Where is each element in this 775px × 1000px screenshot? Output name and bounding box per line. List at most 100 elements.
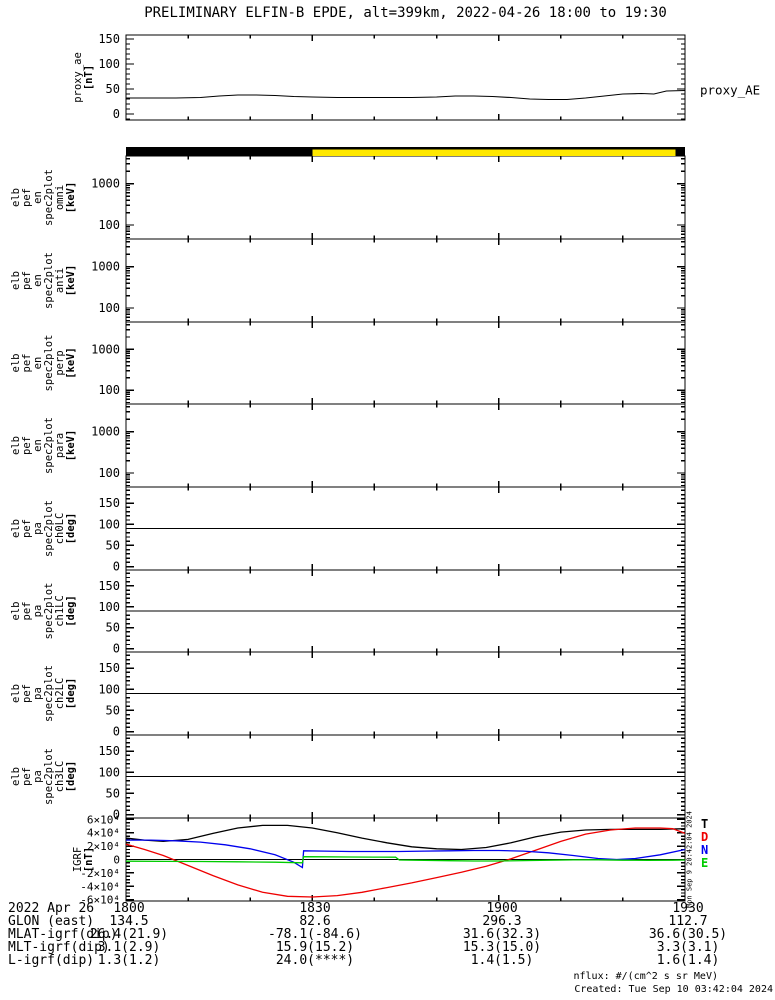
axis-label-pa_ch2lc: ch2LC [54,678,66,710]
ephemeris-cell: 1.6(1.4) [656,953,720,968]
axis-label-pa_ch0lc: elb [10,519,22,538]
ephemeris-cell: 26.4(21.9) [89,927,169,942]
panel-pa_ch3lc [125,734,686,819]
series-N [126,839,686,869]
axis-label-pa_ch2lc: pef [21,684,33,703]
ephemeris-cell: 134.5 [109,914,149,929]
panel-pa_ch1lc [125,569,686,653]
axis-label-igrf: IGRF [72,847,84,872]
y-tick-label: 50 [106,786,120,800]
panel-en_anti [125,238,686,323]
y-tick-label: 0 [113,107,120,121]
axis-label-pa_ch2lc: spec2plot [43,665,55,722]
y-tick-label: 150 [98,579,120,593]
y-tick-label: -6×10⁴ [80,894,120,907]
ephemeris-cell: 1830 [299,901,331,916]
axis-label-en_perp: [keV] [65,347,77,379]
axis-label-en_omni: [keV] [65,182,77,214]
ephemeris-cell: 3.1(2.9) [97,940,161,955]
ephemeris-cell: 82.6 [299,914,331,929]
axis-label-pa_ch3lc: pef [21,767,33,786]
axis-label-pa_ch2lc: [deg] [65,678,77,710]
axis-label-pa_ch3lc: elb [10,767,22,786]
y-tick-label: 6×10⁴ [87,813,120,826]
axis-label-en_perp: en [32,357,44,370]
axis-label-pa_ch2lc: elb [10,684,22,703]
y-tick-label: 150 [98,661,120,675]
ephemeris-cell: 1800 [113,901,145,916]
axis-label-pa_ch0lc: pef [21,519,33,538]
series-D [125,827,686,898]
ephemeris-cell: -78.1(-84.6) [268,927,362,942]
side-timestamp: Mon Sep 9 20:42:04 2024 [685,811,694,908]
axis-label-pa_ch0lc: spec2plot [43,500,55,557]
axis-label-pa_ch1lc: pef [21,602,33,621]
axis-label-pa_ch0lc: ch0LC [54,513,66,545]
axis-label-en_omni: en [32,191,44,204]
legend-letter-D: D [701,830,708,844]
data-series [125,89,686,898]
axis-label-en_anti: en [32,274,44,287]
ephemeris-row-label: MLT-igrf(dip) [8,940,110,955]
axis-label-en_para: elb [10,436,22,455]
bar-segment [312,149,676,156]
bar-segment [675,149,685,156]
y-tick-label: 1000 [91,260,120,274]
axis-label-en_para: spec2plot [43,417,55,474]
axis-label-en_para: para [54,433,66,458]
y-tick-label: 100 [98,383,120,397]
axis-label-en_perp: elb [10,354,22,373]
y-tick-label: 100 [98,517,120,531]
ephemeris-row-label: L-igrf(dip) [8,953,95,968]
bar-segment [126,149,313,156]
ephemeris-row-label: MLAT-igrf(dip) [8,927,118,942]
y-tick-label: 100 [98,301,120,315]
ephemeris-row-label: GLON (east) [8,914,95,929]
axis-label-en_anti: pef [21,271,33,290]
y-tick-label: 0 [113,725,120,739]
ephemeris-cell: 31.6(32.3) [462,927,542,942]
axis-label-en_para: en [32,439,44,452]
axis-label-pa_ch3lc: ch3LC [54,761,66,793]
y-tick-label: 100 [98,466,120,480]
panel-en_omni [125,155,686,240]
availability-bar [126,147,685,156]
axis-label-pa_ch2lc: pa [32,687,44,700]
y-tick-label: 150 [98,744,120,758]
y-tick-label: 0 [113,642,120,656]
y-tick-label: 1000 [91,342,120,356]
axis-label-pa_ch3lc: spec2plot [43,748,55,805]
axis-label-en_anti: anti [54,268,66,293]
ephemeris-cell: 1900 [486,901,518,916]
y-tick-label: 100 [98,600,120,614]
axis-label-pa_ch1lc: ch1LC [54,595,66,627]
axis-label-en_omni: spec2plot [43,169,55,226]
series-T [125,824,686,851]
y-tick-label: -2×10⁴ [80,867,120,880]
legend-letter-T: T [701,817,708,831]
ephemeris-cell: 296.3 [482,914,522,929]
axis-label-pa_ch3lc: pa [32,770,44,783]
axis-label-en_perp: perp [54,350,66,375]
y-tick-label: 50 [106,703,120,717]
series-proxy_AE [126,89,686,101]
y-tick-label: 100 [98,765,120,779]
y-tick-label: 2×10⁴ [87,840,120,853]
axis-label-en_anti: [keV] [65,265,77,297]
axis-label-pa_ch1lc: pa [32,605,44,618]
created-note: Created: Tue Sep 10 03:42:04 2024 [574,984,773,995]
ephemeris-cell: 112.7 [668,914,708,929]
axis-label-pa_ch1lc: spec2plot [43,583,55,640]
y-tick-label: 50 [106,621,120,635]
y-tick-label: 150 [98,496,120,510]
series-E [125,856,686,864]
availability-bar-topline [126,147,685,150]
axis-label-proxy_ae: proxy_ae [72,52,84,103]
flux-units-note: nflux: #/(cm^2 s sr MeV) [573,971,719,982]
legend-letter-N: N [701,843,708,857]
axis-label-en_para: [keV] [65,430,77,462]
y-tick-label: 150 [98,32,120,46]
